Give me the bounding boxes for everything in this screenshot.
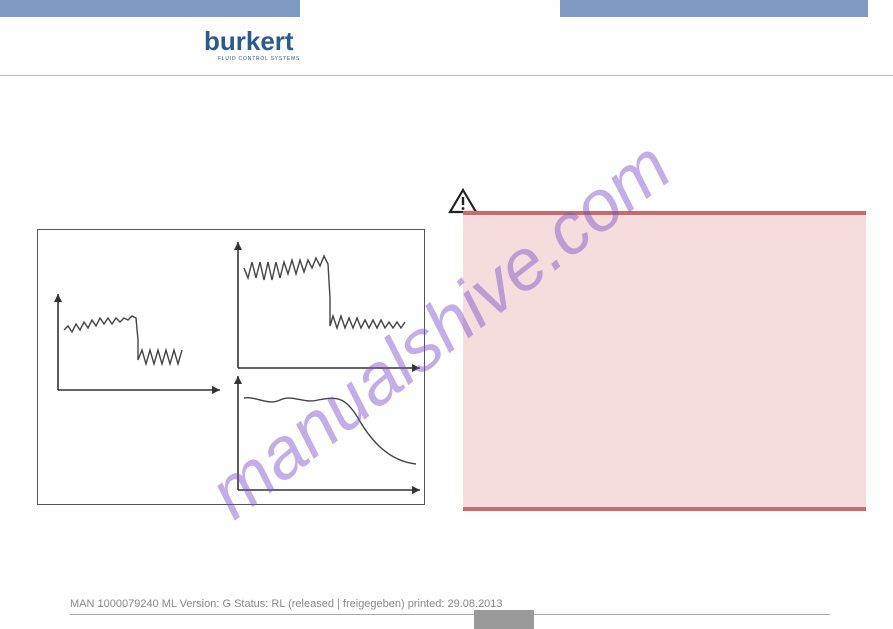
brand-logo-text: burkert: [204, 28, 314, 54]
brand-logo-subtitle: FLUID CONTROL SYSTEMS: [204, 56, 314, 62]
chart-noisy-before: [54, 290, 224, 400]
chart-noisy-after: [234, 238, 424, 378]
topbar-segment: [0, 0, 300, 17]
header-divider: [0, 75, 893, 76]
document-footer-line: MAN 1000079240 ML Version: G Status: RL …: [70, 598, 830, 615]
signal-charts-panel: [37, 229, 425, 505]
chart-smooth-decay: [234, 372, 424, 500]
topbar-segment: [560, 0, 868, 17]
document-top-bar: [0, 0, 893, 17]
page-number-box: [474, 610, 534, 629]
warning-panel: [463, 211, 866, 511]
brand-logo: burkert FLUID CONTROL SYSTEMS: [204, 28, 314, 62]
